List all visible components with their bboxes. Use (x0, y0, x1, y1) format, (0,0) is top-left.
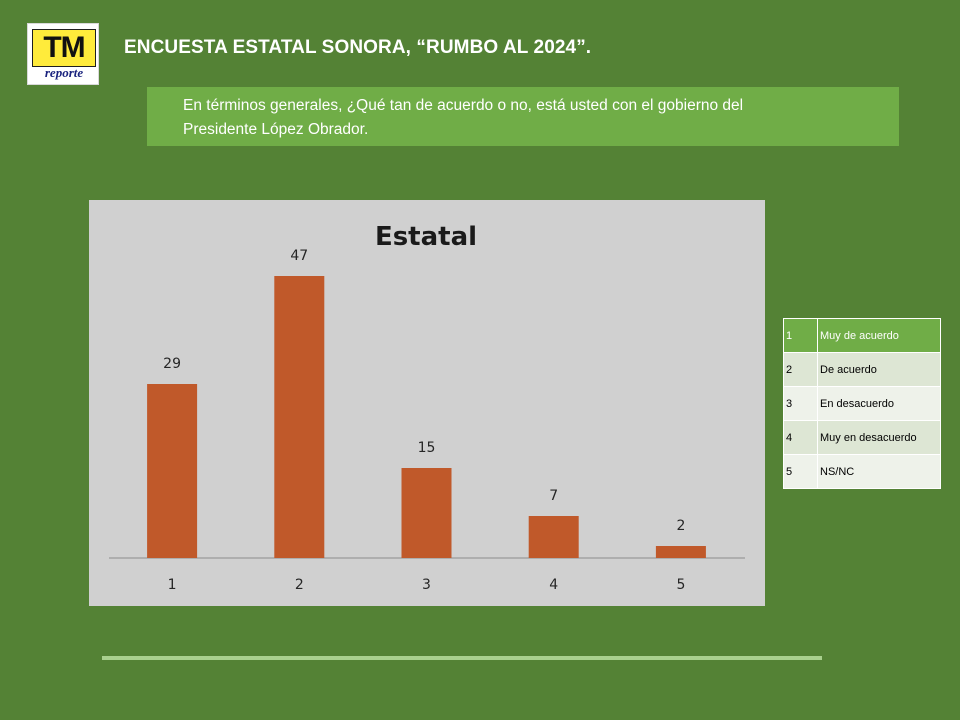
data-label-1: 29 (163, 356, 181, 372)
chart-panel: Estatal 29 1 47 2 15 3 7 4 2 5 (89, 200, 765, 606)
legend-row-number: 1 (783, 318, 818, 353)
logo-tm-mark: TM (32, 29, 96, 67)
legend-row: 1 Muy de acuerdo (783, 318, 941, 353)
question-line-1: En términos generales, ¿Qué tan de acuer… (183, 97, 744, 114)
legend-row-number: 4 (783, 420, 818, 455)
bar-1 (147, 384, 198, 558)
legend-row-number: 3 (783, 386, 818, 421)
data-label-3: 15 (418, 440, 436, 456)
legend-row-number: 2 (783, 352, 818, 387)
x-tick-label-2: 2 (295, 577, 304, 593)
legend-row: 2 De acuerdo (783, 352, 941, 387)
question-line-2: Presidente López Obrador. (183, 121, 369, 138)
legend-row: 3 En desacuerdo (783, 386, 941, 421)
x-tick-label-5: 5 (676, 577, 685, 593)
legend-row-label: De acuerdo (817, 352, 941, 387)
logo-subtext: reporte (44, 65, 84, 80)
page-title: ENCUESTA ESTATAL SONORA, “RUMBO AL 2024”… (124, 37, 592, 58)
legend-row-label: Muy en desacuerdo (817, 420, 941, 455)
bar-4 (528, 516, 579, 558)
chart-title: Estatal (375, 222, 477, 252)
legend-table: 1 Muy de acuerdo 2 De acuerdo 3 En desac… (783, 318, 941, 489)
bar-3 (401, 468, 452, 558)
bar-2 (274, 276, 325, 558)
legend-row-label: NS/NC (817, 454, 941, 489)
x-tick-label-4: 4 (549, 577, 558, 593)
legend-row-number: 5 (783, 454, 818, 489)
tm-reporte-logo: TM reporte (27, 23, 99, 85)
legend-row: 5 NS/NC (783, 454, 941, 489)
bottom-divider (102, 656, 822, 660)
legend-row-label: Muy de acuerdo (817, 318, 941, 353)
x-tick-label-3: 3 (422, 577, 431, 593)
bar-5 (655, 546, 706, 558)
x-tick-label-1: 1 (168, 577, 177, 593)
data-label-4: 7 (549, 488, 558, 504)
bars-layer: 29 1 47 2 15 3 7 4 2 5 (147, 248, 706, 593)
legend-row: 4 Muy en desacuerdo (783, 420, 941, 455)
legend-row-label: En desacuerdo (817, 386, 941, 421)
data-label-2: 47 (290, 248, 308, 264)
question-box: En términos generales, ¿Qué tan de acuer… (147, 87, 899, 146)
data-label-5: 2 (676, 518, 685, 534)
bar-chart: Estatal 29 1 47 2 15 3 7 4 2 5 (109, 222, 745, 593)
